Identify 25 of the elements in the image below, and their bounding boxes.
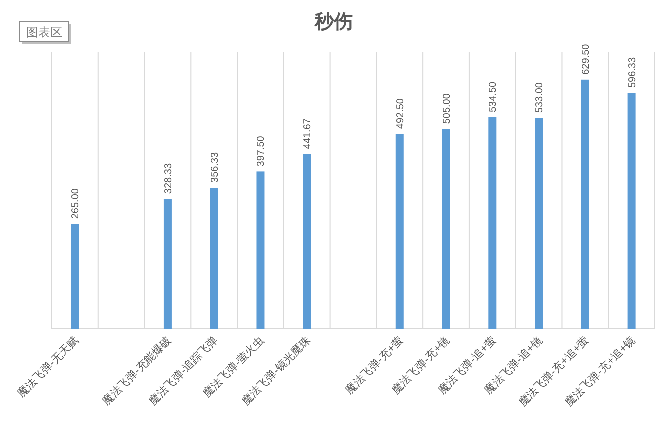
bar (210, 188, 218, 329)
bar (442, 129, 450, 329)
data-label: 492.50 (395, 98, 406, 130)
data-label: 441.67 (302, 118, 314, 150)
bar (164, 199, 172, 329)
bar (488, 117, 497, 329)
data-label: 505.00 (442, 93, 453, 124)
chart-title: 秒伤 (314, 12, 353, 33)
bar (256, 172, 265, 329)
data-label: 534.50 (488, 81, 500, 112)
bar (581, 80, 590, 329)
text: 图表区 (26, 26, 62, 40)
bar (303, 154, 312, 329)
data-label: 356.33 (210, 152, 221, 183)
bar (535, 118, 544, 329)
bar (71, 224, 80, 329)
data-label: 328.33 (163, 163, 174, 194)
data-label: 533.00 (534, 82, 546, 114)
bar (396, 134, 404, 329)
data-label: 265.00 (70, 188, 82, 220)
x-tick-label: 魔法飞弹-无天赋 (15, 334, 82, 400)
bar (628, 93, 636, 329)
data-label: 397.50 (256, 136, 268, 167)
data-label: 629.50 (580, 44, 592, 75)
data-label: 596.33 (627, 57, 638, 88)
